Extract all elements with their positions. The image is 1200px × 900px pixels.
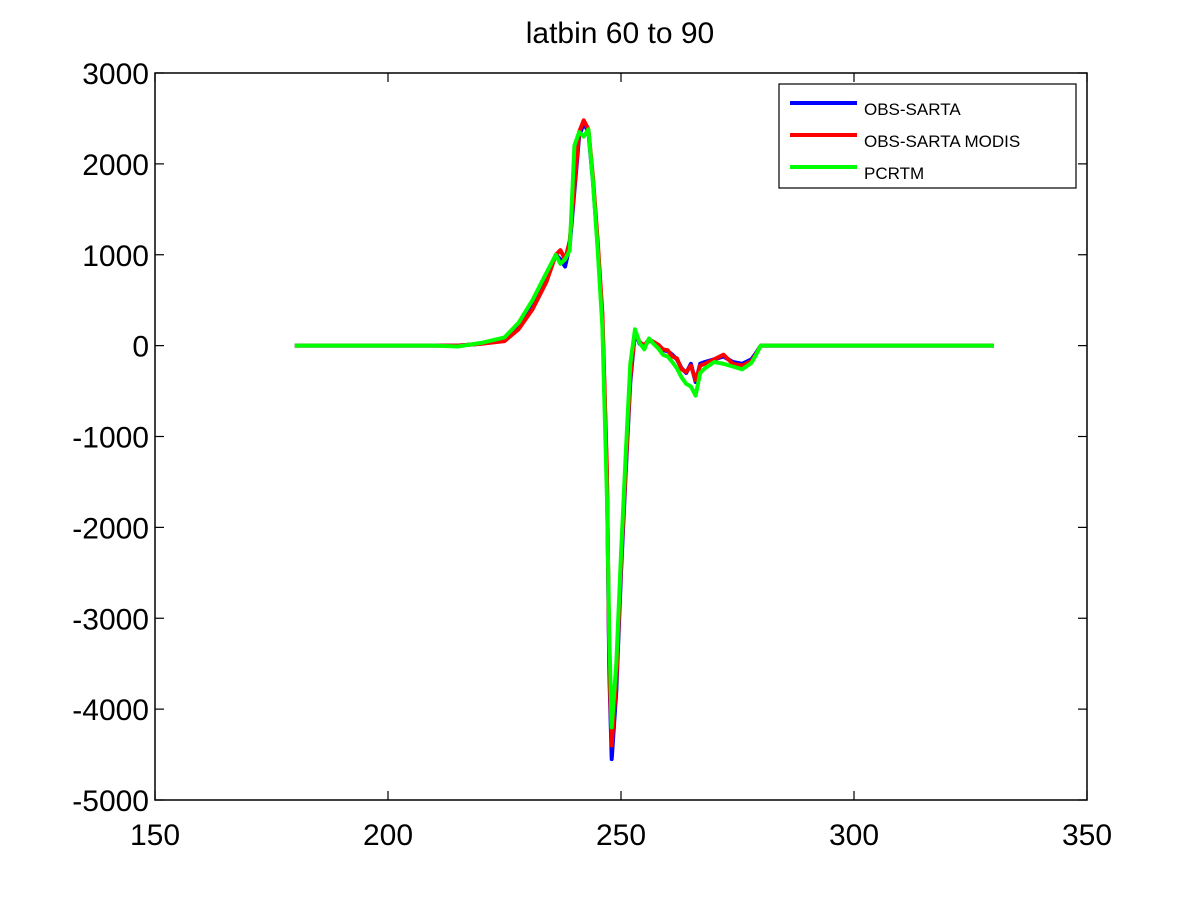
series-lines [294, 118, 994, 762]
y-tick-label: 1000 [82, 240, 149, 273]
y-tick-label: -3000 [72, 603, 149, 636]
x-tick-label: 250 [596, 819, 646, 852]
series-line-pcrtm [294, 127, 994, 730]
y-tick-label: 3000 [82, 58, 149, 91]
y-tick-label: -2000 [72, 512, 149, 545]
y-tick-label: -1000 [72, 422, 149, 455]
legend-label-pcrtm: PCRTM [864, 164, 924, 183]
legend: OBS-SARTA OBS-SARTA MODIS PCRTM [778, 83, 1077, 189]
x-tick-label: 350 [1062, 819, 1112, 852]
chart-title: latbin 60 to 90 [526, 17, 714, 50]
x-tick-label: 200 [363, 819, 413, 852]
y-tick-label: -4000 [72, 694, 149, 727]
x-axis-ticks: 150 200 250 300 350 [130, 73, 1112, 852]
legend-label-obs-sarta-modis: OBS-SARTA MODIS [864, 132, 1020, 151]
x-tick-label: 150 [130, 819, 180, 852]
y-tick-label: 0 [132, 331, 149, 364]
x-tick-label: 300 [829, 819, 879, 852]
y-axis-ticks: 3000 2000 1000 0 -1000 -2000 -3000 -4000 -5000 [72, 58, 1087, 818]
y-tick-label: -5000 [72, 785, 149, 818]
y-tick-label: 2000 [82, 149, 149, 182]
plot-area [154, 72, 1088, 801]
legend-label-obs-sarta: OBS-SARTA [864, 100, 961, 119]
